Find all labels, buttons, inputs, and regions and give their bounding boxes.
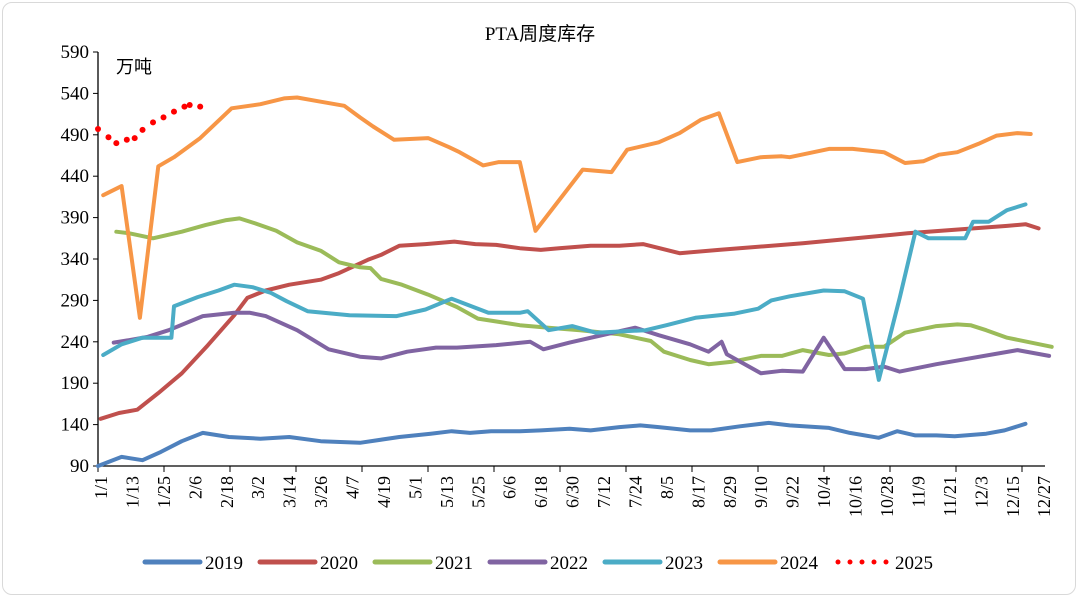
y-tick-label: 540 xyxy=(61,83,90,104)
x-tick-label: 1/25 xyxy=(154,476,174,508)
y-tick-label: 340 xyxy=(61,249,90,270)
legend-item-2019: 2019 xyxy=(142,553,243,574)
x-tick-label: 11/9 xyxy=(908,476,928,507)
legend-label: 2021 xyxy=(435,553,473,574)
y-tick-label: 190 xyxy=(61,373,90,394)
x-tick-label: 9/10 xyxy=(751,476,771,508)
x-tick-label: 5/13 xyxy=(437,476,457,508)
series-line-2023 xyxy=(101,202,1028,382)
series-line-2024 xyxy=(101,95,1033,320)
series-line-2020 xyxy=(98,222,1041,421)
x-tick-label: 8/5 xyxy=(657,476,677,499)
series-2025 xyxy=(95,101,204,147)
y-tick-label: 90 xyxy=(70,456,89,477)
series-2022 xyxy=(111,310,1052,376)
legend-label: 2025 xyxy=(895,553,933,574)
x-tick-label: 3/2 xyxy=(248,476,268,499)
data-point-2025 xyxy=(139,126,146,133)
x-tick-label: 6/18 xyxy=(531,476,551,508)
y-tick-label: 490 xyxy=(61,125,90,146)
x-tick-label: 12/15 xyxy=(1003,476,1023,517)
data-point-2025 xyxy=(186,101,193,108)
legend-item-2021: 2021 xyxy=(372,553,473,574)
x-tick-label: 5/25 xyxy=(468,476,488,508)
unit-label: 万吨 xyxy=(116,57,152,77)
data-point-2025 xyxy=(170,108,177,115)
x-tick-label: 8/29 xyxy=(720,476,740,508)
x-tick-label: 8/17 xyxy=(688,476,708,508)
x-tick-label: 6/30 xyxy=(563,476,583,508)
axes: 90 140 190 240 290 340 390 440 490 540 590 1/1 1/13 1… xyxy=(61,42,1055,517)
y-tick-label: 140 xyxy=(61,415,90,436)
x-tick-label: 12/27 xyxy=(1034,476,1054,517)
y-tick-label: 590 xyxy=(61,42,90,63)
x-tick-label: 3/14 xyxy=(280,476,300,508)
legend-label: 2022 xyxy=(550,553,588,574)
x-tick-label: 2/6 xyxy=(185,476,205,499)
data-point-2025 xyxy=(181,103,188,110)
series-line-2022 xyxy=(111,310,1052,376)
legend-item-2024: 2024 xyxy=(717,553,819,574)
x-tick-label: 7/24 xyxy=(625,476,645,508)
data-point-2025 xyxy=(197,103,204,110)
series-line-2019 xyxy=(96,420,1028,468)
x-tick-label: 12/3 xyxy=(971,476,991,508)
y-tick-label: 290 xyxy=(61,290,90,311)
chart-title: PTA周度库存 xyxy=(485,23,595,45)
y-tick-label: 390 xyxy=(61,208,90,229)
series-lines xyxy=(95,95,1054,468)
y-tick-label: 240 xyxy=(61,332,90,353)
legend-item-2020: 2020 xyxy=(257,553,358,574)
x-tick-label: 9/22 xyxy=(783,476,803,508)
data-point-2025 xyxy=(123,136,130,143)
x-tick-label: 6/6 xyxy=(500,476,520,499)
x-tick-label: 5/1 xyxy=(405,476,425,499)
data-point-2025 xyxy=(113,140,120,147)
data-point-2025 xyxy=(95,126,101,133)
series-2020 xyxy=(98,222,1041,421)
legend-swatch xyxy=(859,559,865,565)
legend-swatch xyxy=(847,559,853,565)
x-tick-label: 3/26 xyxy=(311,476,331,508)
legend: 2019 2020 2021 2022 2023 2024 2025 xyxy=(142,553,933,574)
data-point-2025 xyxy=(131,135,138,142)
x-tick-label: 2/18 xyxy=(217,476,237,508)
legend-swatch xyxy=(883,559,889,565)
series-2023 xyxy=(101,202,1028,382)
legend-label: 2024 xyxy=(780,553,819,574)
series-2024 xyxy=(101,95,1033,320)
legend-label: 2019 xyxy=(205,553,243,574)
x-tick-label: 4/19 xyxy=(374,476,394,508)
legend-item-2025: 2025 xyxy=(835,553,933,574)
x-tick-label: 7/12 xyxy=(594,476,614,508)
data-point-2025 xyxy=(150,119,157,126)
legend-label: 2023 xyxy=(665,553,703,574)
x-tick-label: 11/21 xyxy=(940,476,960,516)
x-tick-label: 1/13 xyxy=(122,476,142,508)
x-tick-label: 1/1 xyxy=(91,476,111,499)
legend-item-2022: 2022 xyxy=(487,553,588,574)
y-tick-label: 440 xyxy=(61,166,90,187)
x-tick-label: 10/16 xyxy=(846,476,866,517)
data-point-2025 xyxy=(160,114,167,121)
x-tick-label: 10/28 xyxy=(877,476,897,517)
legend-swatch xyxy=(871,559,877,565)
legend-item-2023: 2023 xyxy=(602,553,703,574)
legend-label: 2020 xyxy=(320,553,358,574)
legend-swatch xyxy=(835,559,841,565)
series-2019 xyxy=(96,420,1028,468)
data-point-2025 xyxy=(105,134,112,141)
x-tick-label: 4/7 xyxy=(343,476,363,499)
x-tick-label: 10/4 xyxy=(814,476,834,508)
